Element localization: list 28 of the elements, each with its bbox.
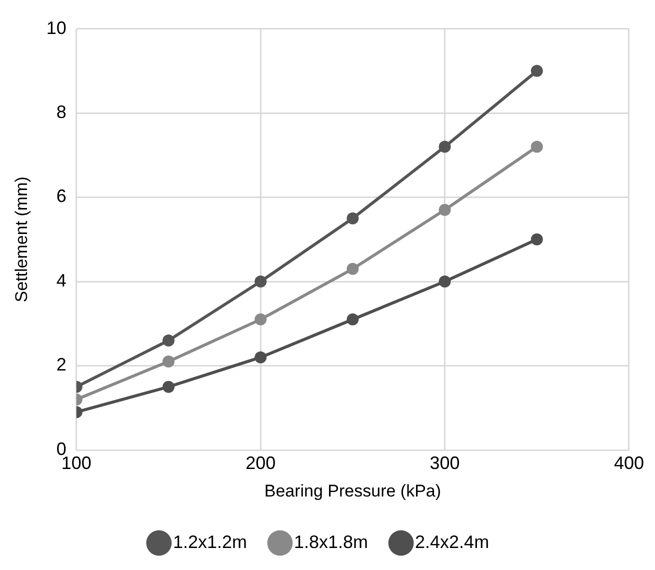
x-tick-label: 200 [246, 452, 276, 473]
point [438, 140, 451, 153]
y-tick-label: 8 [56, 102, 66, 122]
point [254, 276, 267, 288]
x-axis-title: Bearing Pressure (kPa) [264, 481, 442, 500]
y-tick-label: 6 [56, 186, 66, 206]
point [530, 140, 543, 153]
point [162, 380, 175, 393]
point [162, 334, 175, 346]
point [346, 313, 359, 326]
legend-label: 2.4x2.4m [415, 532, 490, 552]
point [438, 276, 451, 288]
point [254, 351, 267, 364]
x-tick-label: 400 [614, 452, 644, 473]
point [346, 262, 359, 275]
y-tick-label: 10 [46, 18, 66, 38]
point [254, 313, 267, 326]
y-axis-title: Settlement (mm) [12, 176, 31, 302]
x-tick-label: 300 [430, 452, 460, 473]
point [162, 356, 175, 368]
point [346, 212, 359, 224]
point [438, 204, 451, 216]
point [530, 64, 543, 77]
legend-label: 1.8x1.8m [294, 532, 368, 552]
point [530, 233, 543, 246]
y-tick-label: 4 [56, 270, 66, 290]
legend-label: 1.2x1.2m [172, 532, 247, 552]
y-tick-label: 2 [56, 354, 66, 375]
